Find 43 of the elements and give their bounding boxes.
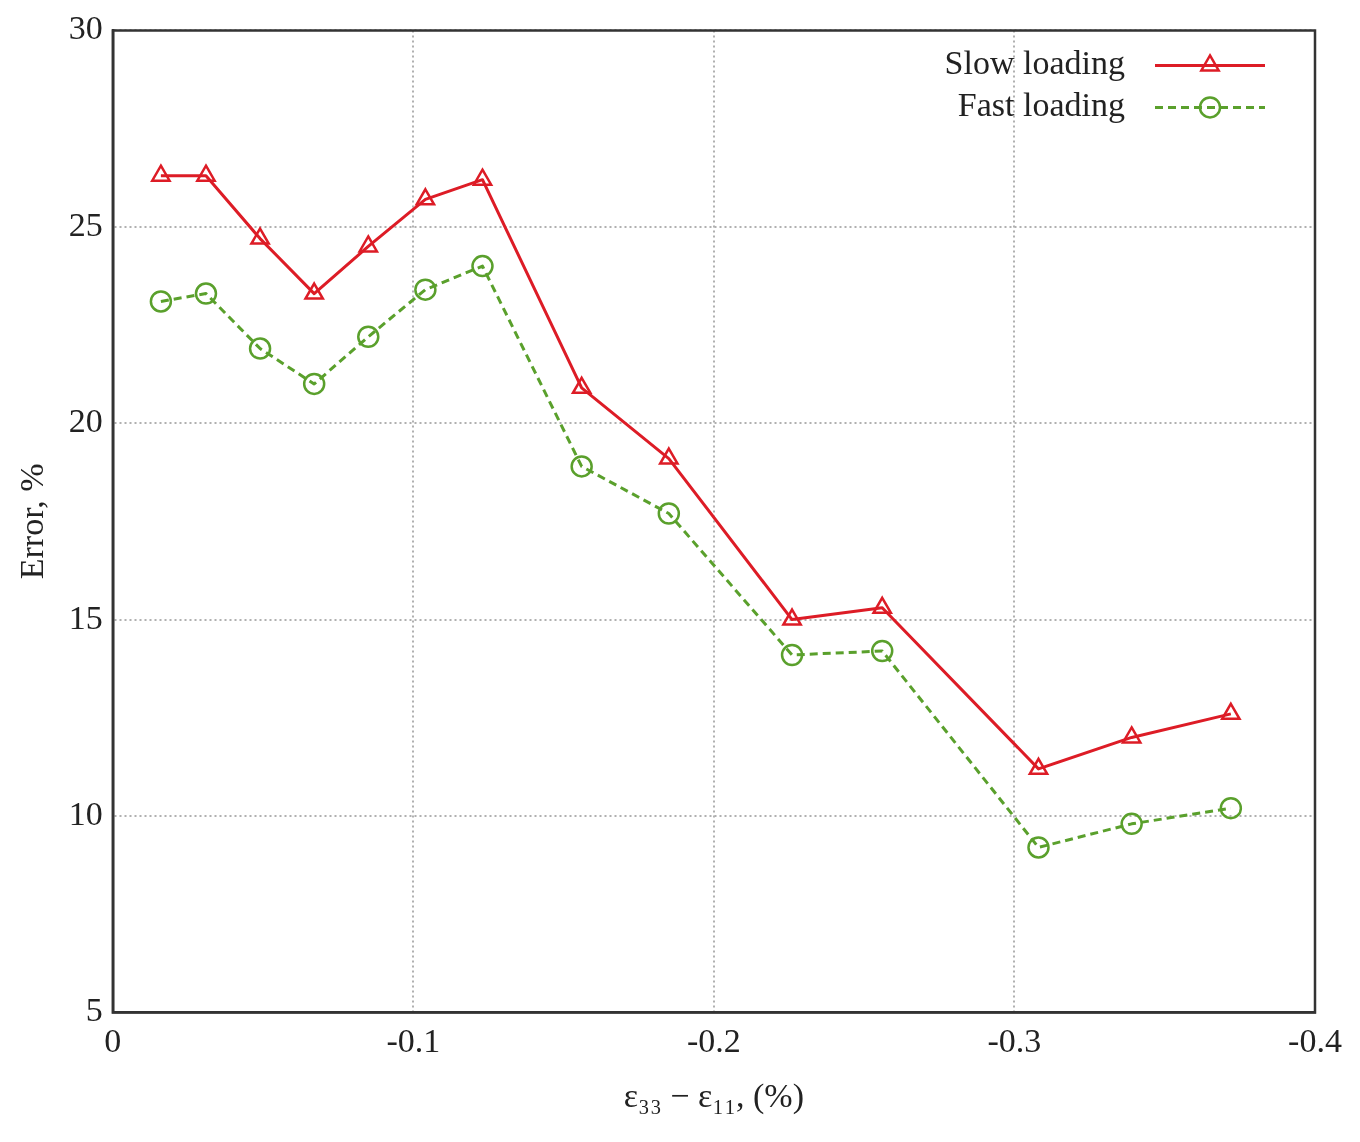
point <box>571 376 592 395</box>
x-tick-label: -0.3 <box>987 1021 1042 1059</box>
point <box>1028 757 1049 776</box>
point <box>357 325 380 349</box>
point <box>872 596 893 615</box>
point <box>248 337 272 360</box>
point <box>149 290 173 313</box>
legend-label: Fast loading <box>957 86 1125 124</box>
legend-label: Slow loading <box>944 44 1125 82</box>
x-tick-label: -0.4 <box>1288 1021 1342 1059</box>
point <box>471 254 494 278</box>
y-tick-label: 5 <box>85 991 103 1029</box>
point <box>782 608 802 626</box>
y-tick-label: 10 <box>68 794 103 832</box>
point <box>1027 836 1050 859</box>
x-tick-label: 0 <box>104 1021 122 1059</box>
y-tick-label: 20 <box>68 402 103 440</box>
point <box>1120 812 1143 836</box>
point <box>194 282 218 305</box>
x-tick-label: -0.1 <box>386 1021 441 1059</box>
y-tick-label: 15 <box>68 598 103 636</box>
point <box>1219 796 1243 820</box>
point <box>870 639 894 663</box>
point <box>472 168 493 186</box>
y-axis-title: Error, % <box>13 463 51 580</box>
point <box>302 372 326 396</box>
point <box>657 502 681 525</box>
point <box>1121 726 1142 744</box>
point <box>196 164 216 182</box>
point <box>358 235 379 253</box>
y-tick-label: 30 <box>68 9 103 47</box>
point <box>150 164 171 182</box>
point <box>414 278 437 301</box>
point <box>658 447 679 465</box>
point <box>250 227 270 245</box>
point <box>304 282 325 300</box>
point <box>570 455 593 478</box>
point <box>780 643 804 667</box>
x-tick-label: -0.2 <box>686 1021 741 1059</box>
x-axis-title: ε₃₃ − ε₁₁, (%) <box>623 1076 804 1115</box>
point <box>415 188 436 206</box>
y-tick-label: 25 <box>68 205 103 243</box>
point <box>1220 702 1241 721</box>
